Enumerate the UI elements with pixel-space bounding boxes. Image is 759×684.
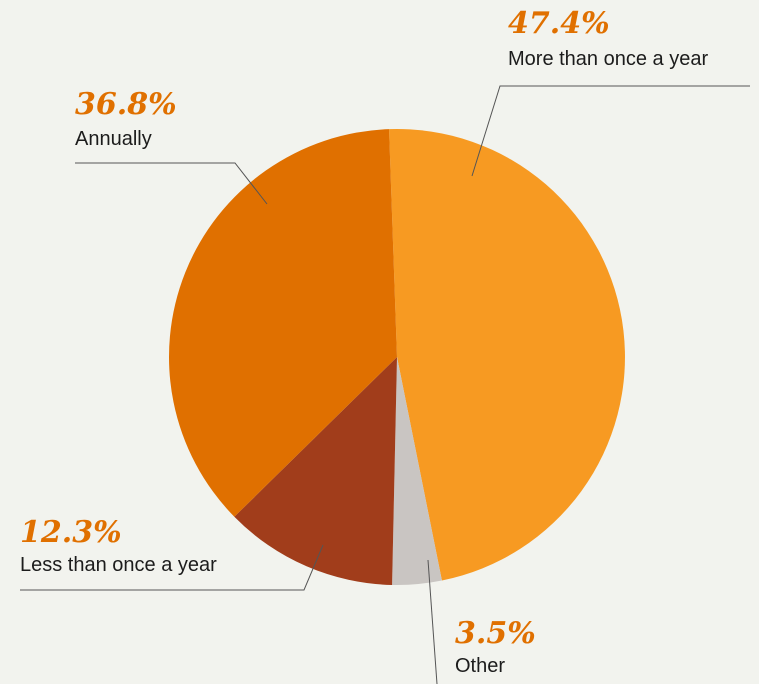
pie-slice-other (392, 357, 442, 586)
leader-line-other (427, 559, 438, 684)
percent-label-less-than-once-a-year: 12.3% (20, 515, 122, 550)
percent-label-annually: 36.8% (75, 87, 177, 122)
percent-label-other: 3.5% (455, 616, 536, 651)
category-label-other: Other (455, 655, 505, 677)
pie-slice-annually (168, 129, 397, 517)
percent-label-more-than-once-a-year: 47.4% (508, 6, 610, 41)
pie-slice-more-than-once-a-year (389, 129, 625, 581)
category-label-more-than-once-a-year: More than once a year (508, 48, 708, 70)
leader-line-more-than-once-a-year (471, 85, 750, 177)
category-label-annually: Annually (75, 128, 152, 150)
pie-slice-less-than-once-a-year (234, 357, 397, 585)
slice-labels: 47.4% More than once a year 3.5% Other 12.3%… (20, 6, 708, 677)
leader-line-annually (75, 162, 268, 205)
pie-slices (168, 129, 625, 586)
leader-lines (20, 85, 750, 684)
leader-line-less-than-once-a-year (20, 544, 324, 591)
category-label-less-than-once-a-year: Less than once a year (20, 554, 217, 576)
